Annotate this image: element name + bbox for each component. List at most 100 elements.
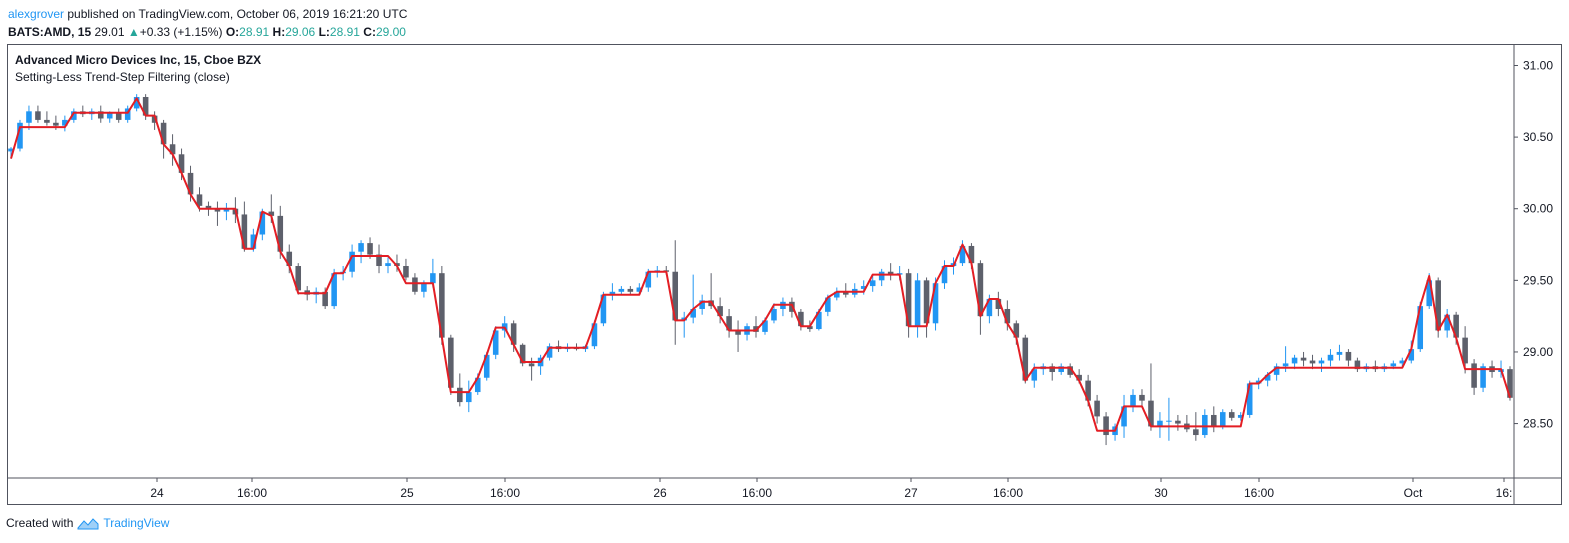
candle-body (142, 96, 149, 116)
candle-body (914, 280, 921, 327)
candle-body (124, 108, 131, 120)
candle-body (1318, 360, 1325, 364)
candle-body (1462, 337, 1468, 364)
candle-body (17, 122, 23, 149)
candle-body (1175, 420, 1181, 424)
candle-body (178, 154, 185, 173)
candle-body (977, 263, 984, 317)
candle-body (1282, 363, 1289, 367)
candle-body (358, 243, 364, 252)
candle-body (1085, 380, 1091, 401)
candle-body (1246, 383, 1253, 415)
low-value: 28.91 (329, 25, 360, 39)
candle-body (1166, 420, 1172, 422)
close-label: C: (363, 25, 376, 39)
candle-body (376, 254, 382, 267)
candle-body (672, 271, 679, 321)
candle-body (62, 119, 68, 126)
candle-body (807, 326, 813, 330)
time-axis-label: 16:00 (993, 486, 1023, 500)
candle-body (699, 300, 705, 309)
candle-body (403, 266, 409, 278)
time-axis-label: 25 (400, 486, 414, 500)
symbol-label: BATS:AMD, 15 (8, 25, 92, 39)
ohlc-line: BATS:AMD, 15 29.01 ▲+0.33 (+1.15%) O:28.… (8, 23, 407, 41)
candle-body (71, 111, 77, 120)
candle-body (1444, 314, 1450, 331)
candle-body (448, 337, 454, 388)
candle-body (1058, 366, 1064, 373)
candle-body (367, 243, 373, 255)
open-value: 28.91 (239, 25, 270, 39)
time-axis-label: 26 (653, 486, 667, 500)
candle-body (600, 294, 607, 324)
candle-body (483, 354, 490, 378)
time-axis-label: 16:00 (742, 486, 772, 500)
publish-line: alexgrover published on TradingView.com,… (8, 5, 407, 23)
candle-body (277, 215, 284, 252)
candle-body (1291, 357, 1298, 364)
candle-body (196, 194, 203, 206)
candle-body (1426, 280, 1432, 307)
candle-body (44, 119, 50, 123)
candle-body (1480, 366, 1486, 388)
candle-body (887, 271, 894, 275)
time-axis-label: 24 (150, 486, 164, 500)
candle-body (322, 291, 328, 307)
candle-body (1031, 369, 1038, 381)
candle-body (959, 245, 966, 264)
candle-body (1408, 349, 1415, 361)
candle-body (618, 288, 625, 292)
candle-body (726, 316, 732, 331)
candle-body (1076, 374, 1082, 381)
candle-body (268, 211, 275, 216)
chart-frame[interactable] (7, 44, 1562, 505)
candle-body (492, 330, 499, 355)
candle-body (439, 273, 445, 338)
candle-body (8, 148, 14, 152)
low-label: L: (318, 25, 330, 39)
up-triangle-icon: ▲ (127, 25, 140, 39)
candle-body (250, 234, 257, 249)
candle-body (35, 111, 41, 120)
price-axis-label: 31.00 (1523, 58, 1553, 72)
candle-body (1453, 314, 1459, 338)
candle-body (690, 308, 696, 318)
author-link[interactable]: alexgrover (8, 7, 65, 21)
candle-body (133, 96, 140, 109)
candle-body (1013, 323, 1020, 338)
candle-body (591, 323, 598, 347)
candle-body (1139, 394, 1145, 401)
candle-body (205, 205, 212, 209)
candle-body (762, 320, 768, 332)
candle-body (187, 172, 194, 195)
candle-body (717, 306, 723, 317)
candle-body (1049, 366, 1056, 373)
close-value: 29.00 (375, 25, 406, 39)
candle-body (1228, 412, 1235, 418)
candle-body (1148, 400, 1154, 427)
candle-body (465, 392, 472, 403)
candle-body (1022, 337, 1029, 381)
candle-body (1121, 406, 1127, 427)
candle-body (842, 291, 849, 295)
time-axis-label: 16:00 (1244, 486, 1274, 500)
candle-body (1327, 354, 1334, 361)
candle-body (1004, 308, 1011, 324)
candle-body (474, 377, 481, 393)
candle-body (259, 211, 266, 235)
candle-body (860, 286, 867, 289)
price-change: +0.33 (+1.15%) (139, 25, 223, 39)
candle-body (106, 112, 113, 119)
candle-body (412, 277, 418, 292)
candle-body (1193, 429, 1199, 436)
candle-body (1336, 351, 1343, 355)
candle-body (349, 251, 355, 272)
candle-body (151, 115, 158, 123)
tradingview-logo-icon (77, 518, 99, 530)
tradingview-brand[interactable]: TradingView (103, 516, 170, 530)
candle-body (1202, 414, 1208, 436)
time-axis-label: 16:00 (490, 486, 520, 500)
candle-body (645, 271, 652, 288)
